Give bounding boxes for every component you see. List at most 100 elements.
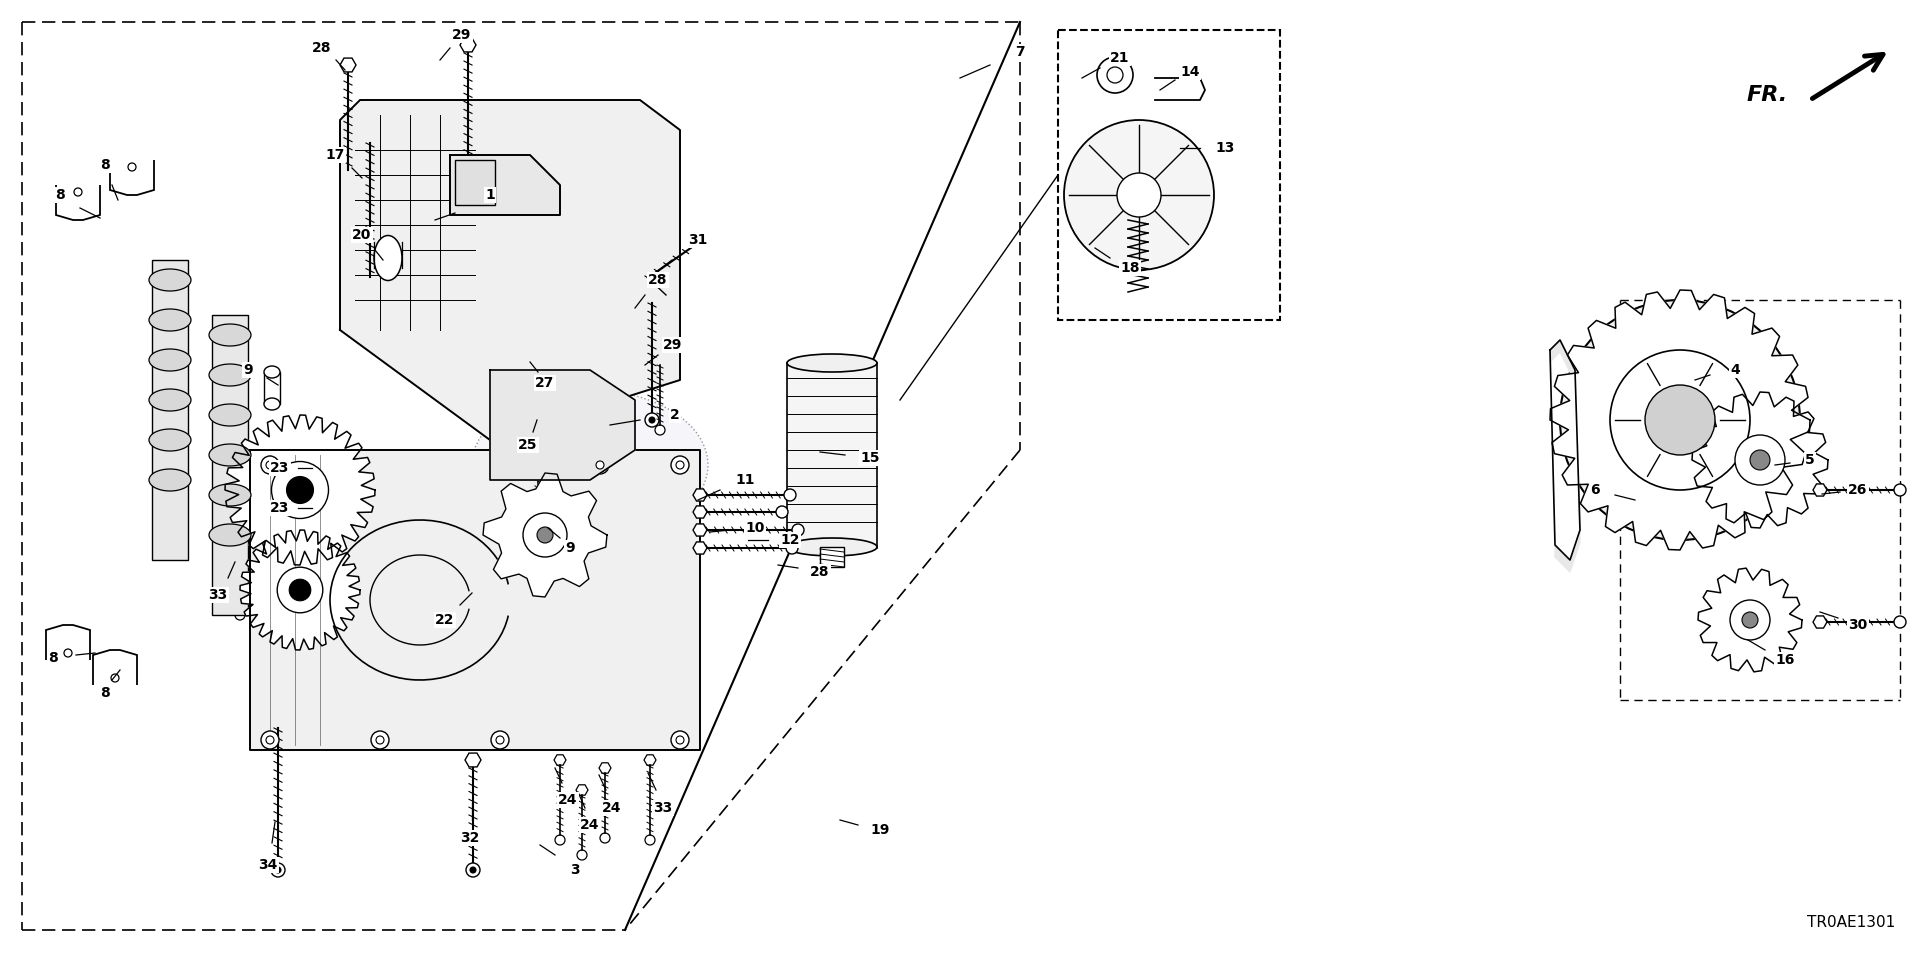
Text: 24: 24 — [559, 793, 578, 807]
Circle shape — [1741, 612, 1759, 628]
Polygon shape — [449, 155, 561, 215]
Ellipse shape — [540, 526, 557, 538]
Text: 23: 23 — [271, 461, 290, 475]
Text: 20: 20 — [351, 228, 372, 242]
Circle shape — [363, 278, 376, 292]
Ellipse shape — [540, 502, 557, 514]
Circle shape — [595, 461, 605, 469]
Ellipse shape — [301, 511, 319, 525]
Circle shape — [655, 425, 664, 435]
Circle shape — [129, 163, 136, 171]
Text: 33: 33 — [653, 801, 672, 815]
Text: TR0AE1301: TR0AE1301 — [1807, 915, 1895, 930]
Text: 10: 10 — [745, 521, 764, 535]
Circle shape — [785, 542, 799, 554]
Text: 30: 30 — [1849, 618, 1868, 632]
Text: 18: 18 — [1119, 261, 1140, 275]
Ellipse shape — [209, 364, 252, 386]
Circle shape — [649, 417, 655, 423]
Circle shape — [495, 736, 503, 744]
Text: 28: 28 — [649, 273, 668, 287]
Circle shape — [534, 505, 543, 515]
Polygon shape — [46, 625, 90, 660]
Circle shape — [75, 188, 83, 196]
Circle shape — [670, 731, 689, 749]
Circle shape — [261, 456, 278, 474]
Ellipse shape — [150, 309, 190, 331]
Text: 24: 24 — [580, 818, 599, 832]
Bar — [211, 315, 248, 615]
Text: 29: 29 — [662, 338, 684, 352]
Circle shape — [676, 461, 684, 469]
Text: 6: 6 — [1590, 483, 1599, 497]
Circle shape — [645, 835, 655, 845]
Circle shape — [346, 175, 351, 181]
Circle shape — [1749, 450, 1770, 470]
Circle shape — [1611, 350, 1749, 490]
Circle shape — [578, 850, 588, 860]
Circle shape — [1559, 300, 1801, 540]
Polygon shape — [1697, 568, 1803, 672]
Circle shape — [275, 867, 280, 873]
Circle shape — [776, 506, 787, 518]
Ellipse shape — [150, 469, 190, 491]
Polygon shape — [484, 473, 607, 597]
Circle shape — [492, 731, 509, 749]
Text: 15: 15 — [860, 451, 879, 465]
Circle shape — [461, 183, 474, 197]
Circle shape — [1108, 67, 1123, 83]
Circle shape — [267, 461, 275, 469]
Text: 12: 12 — [780, 533, 801, 547]
Circle shape — [1064, 120, 1213, 270]
Circle shape — [676, 736, 684, 744]
Circle shape — [536, 445, 545, 455]
Circle shape — [645, 413, 659, 427]
Circle shape — [271, 863, 284, 877]
Circle shape — [276, 567, 323, 612]
Ellipse shape — [209, 484, 252, 506]
Ellipse shape — [787, 538, 877, 556]
Bar — [540, 508, 557, 532]
Circle shape — [670, 456, 689, 474]
Circle shape — [234, 610, 246, 620]
Circle shape — [1117, 173, 1162, 217]
Text: 28: 28 — [810, 565, 829, 579]
Text: 5: 5 — [1805, 453, 1814, 467]
Ellipse shape — [374, 235, 401, 280]
Ellipse shape — [265, 398, 280, 410]
Circle shape — [470, 867, 476, 873]
Circle shape — [111, 674, 119, 682]
Text: 7: 7 — [1016, 45, 1025, 59]
Text: 19: 19 — [870, 823, 889, 837]
Ellipse shape — [472, 390, 708, 540]
Bar — [455, 160, 495, 205]
Circle shape — [267, 736, 275, 744]
Polygon shape — [240, 530, 361, 650]
Text: 16: 16 — [1776, 653, 1795, 667]
Text: 9: 9 — [564, 541, 574, 555]
Bar — [301, 448, 319, 476]
Bar — [787, 363, 877, 548]
Polygon shape — [109, 160, 154, 195]
Polygon shape — [340, 100, 680, 440]
Text: 27: 27 — [536, 376, 555, 390]
Text: 8: 8 — [100, 686, 109, 700]
Circle shape — [367, 282, 372, 288]
Text: 23: 23 — [271, 501, 290, 515]
Ellipse shape — [150, 389, 190, 411]
Ellipse shape — [209, 324, 252, 346]
Text: 14: 14 — [1181, 65, 1200, 79]
Polygon shape — [225, 415, 374, 565]
Bar — [265, 372, 280, 404]
Circle shape — [1730, 600, 1770, 640]
Text: 28: 28 — [313, 41, 332, 55]
Text: 24: 24 — [603, 801, 622, 815]
Ellipse shape — [209, 404, 252, 426]
Ellipse shape — [301, 483, 319, 497]
Circle shape — [261, 731, 278, 749]
Circle shape — [1893, 616, 1907, 628]
Text: 17: 17 — [324, 148, 346, 162]
Ellipse shape — [301, 441, 319, 455]
Ellipse shape — [301, 469, 319, 483]
Circle shape — [783, 489, 797, 501]
